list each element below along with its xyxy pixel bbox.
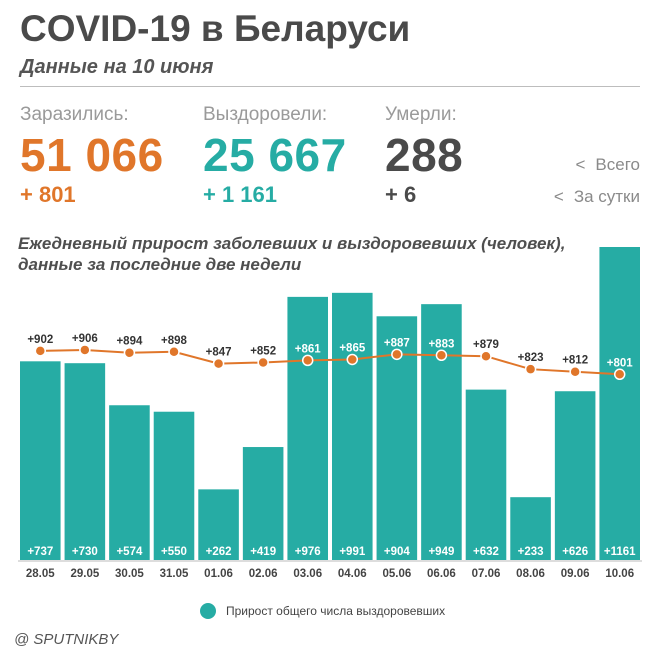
stat-died: Умерли: 288 + 6 <box>385 104 463 208</box>
line-value-label: +847 <box>206 347 232 359</box>
stat-infected: Заразились: 51 066 + 801 <box>20 104 164 208</box>
line-value-label: +887 <box>384 337 410 349</box>
line-value-label: +865 <box>339 342 366 354</box>
x-tick-label: 04.06 <box>338 568 367 580</box>
source-credit: @ SPUTNIKBY <box>14 631 119 648</box>
bar-value-label: +1161 <box>604 546 636 558</box>
bar-30.05 <box>109 405 150 560</box>
x-tick-label: 02.06 <box>249 568 278 580</box>
bar-value-label: +730 <box>72 546 98 558</box>
bar-07.06 <box>465 389 507 560</box>
stat-recovered-value: 25 667 <box>203 129 347 181</box>
stat-died-label: Умерли: <box>385 104 457 125</box>
chart-legend: Прирост общего числа выздоровевших <box>200 603 445 619</box>
x-tick-label: 10.06 <box>605 568 634 580</box>
line-value-label: +852 <box>250 345 276 357</box>
line-point <box>212 357 225 370</box>
line-point <box>123 346 136 359</box>
stat-infected-label: Заразились: <box>20 104 129 125</box>
bar-08.06 <box>510 497 551 560</box>
bar-06.06 <box>421 304 462 560</box>
x-tick-label: 03.06 <box>293 568 322 580</box>
line-point <box>301 354 314 367</box>
line-point <box>346 353 359 366</box>
bar-value-label: +991 <box>339 546 366 558</box>
x-tick-label: 05.06 <box>382 568 411 580</box>
bar-01.06 <box>198 489 239 560</box>
x-tick-label: 09.06 <box>561 568 590 580</box>
stat-recovered-delta: + 1 161 <box>203 182 278 207</box>
bar-value-label: +574 <box>116 546 143 558</box>
stat-died-value: 288 <box>385 129 464 181</box>
bar-value-label: +632 <box>473 546 499 558</box>
bar-value-label: +419 <box>250 546 276 558</box>
legend-total-label: Всего <box>595 155 640 174</box>
line-value-label: +894 <box>116 336 143 348</box>
line-value-label: +906 <box>72 333 98 345</box>
stat-died-delta: + 6 <box>385 182 417 207</box>
x-tick-label: 01.06 <box>204 568 233 580</box>
bar-value-label: +904 <box>384 546 411 558</box>
bar-value-label: +976 <box>295 546 321 558</box>
line-point <box>613 368 626 381</box>
x-tick-label: 07.06 <box>472 568 501 580</box>
line-value-label: +898 <box>161 335 188 347</box>
bar-02.06 <box>242 447 284 560</box>
legend-total: < Всего <box>575 155 640 175</box>
line-point <box>480 350 492 362</box>
bar-03.06 <box>287 296 328 560</box>
legend-daily: < За сутки <box>554 187 640 207</box>
x-tick-label: 08.06 <box>516 568 545 580</box>
line-value-label: +823 <box>518 352 544 364</box>
stat-recovered: Выздоровели: 25 667 + 1 161 <box>203 104 347 208</box>
line-point <box>79 344 91 356</box>
stat-infected-delta: + 801 <box>20 182 76 207</box>
bar-28.05 <box>20 361 61 560</box>
line-point <box>524 363 537 375</box>
bar-31.05 <box>153 411 195 560</box>
line-point <box>569 365 581 378</box>
line-value-label: +801 <box>607 357 634 369</box>
bar-04.06 <box>332 292 373 560</box>
line-point <box>391 348 403 361</box>
line-value-label: +902 <box>27 334 53 346</box>
stat-recovered-label: Выздоровели: <box>203 104 328 125</box>
x-tick-label: 30.05 <box>115 568 144 580</box>
stat-infected-value: 51 066 <box>20 129 164 181</box>
bar-value-label: +737 <box>27 546 53 558</box>
x-tick-label: 31.05 <box>160 568 189 580</box>
legend-teal-dot-icon <box>200 603 216 619</box>
page-title: COVID-19 в Беларуси <box>20 8 411 49</box>
x-tick-label: 28.05 <box>26 568 55 580</box>
line-value-label: +883 <box>428 338 454 350</box>
bar-10.06 <box>599 247 640 560</box>
line-value-label: +861 <box>295 343 322 355</box>
line-point <box>257 356 269 369</box>
arrow-left-icon: < <box>553 187 564 206</box>
line-value-label: +879 <box>473 339 499 351</box>
bar-value-label: +233 <box>518 546 544 558</box>
bar-value-label: +262 <box>206 546 232 558</box>
bar-value-label: +949 <box>428 546 454 558</box>
legend-daily-label: За сутки <box>573 187 640 206</box>
arrow-left-icon: < <box>575 155 586 174</box>
line-point <box>168 346 180 358</box>
x-tick-label: 29.05 <box>70 568 99 580</box>
line-point <box>34 345 47 357</box>
line-point <box>435 349 448 362</box>
header-divider <box>20 86 640 87</box>
line-infected <box>40 348 620 376</box>
legend-label: Прирост общего числа выздоровевших <box>226 604 446 618</box>
bar-09.06 <box>554 391 596 560</box>
page-subtitle: Данные на 10 июня <box>20 56 214 78</box>
line-value-label: +812 <box>562 355 588 367</box>
chart-title: Ежедневный прирост заболевших и выздоров… <box>18 234 566 274</box>
bar-value-label: +626 <box>562 546 588 558</box>
x-tick-label: 06.06 <box>427 568 456 580</box>
bar-value-label: +550 <box>161 546 187 558</box>
bar-29.05 <box>64 363 106 560</box>
